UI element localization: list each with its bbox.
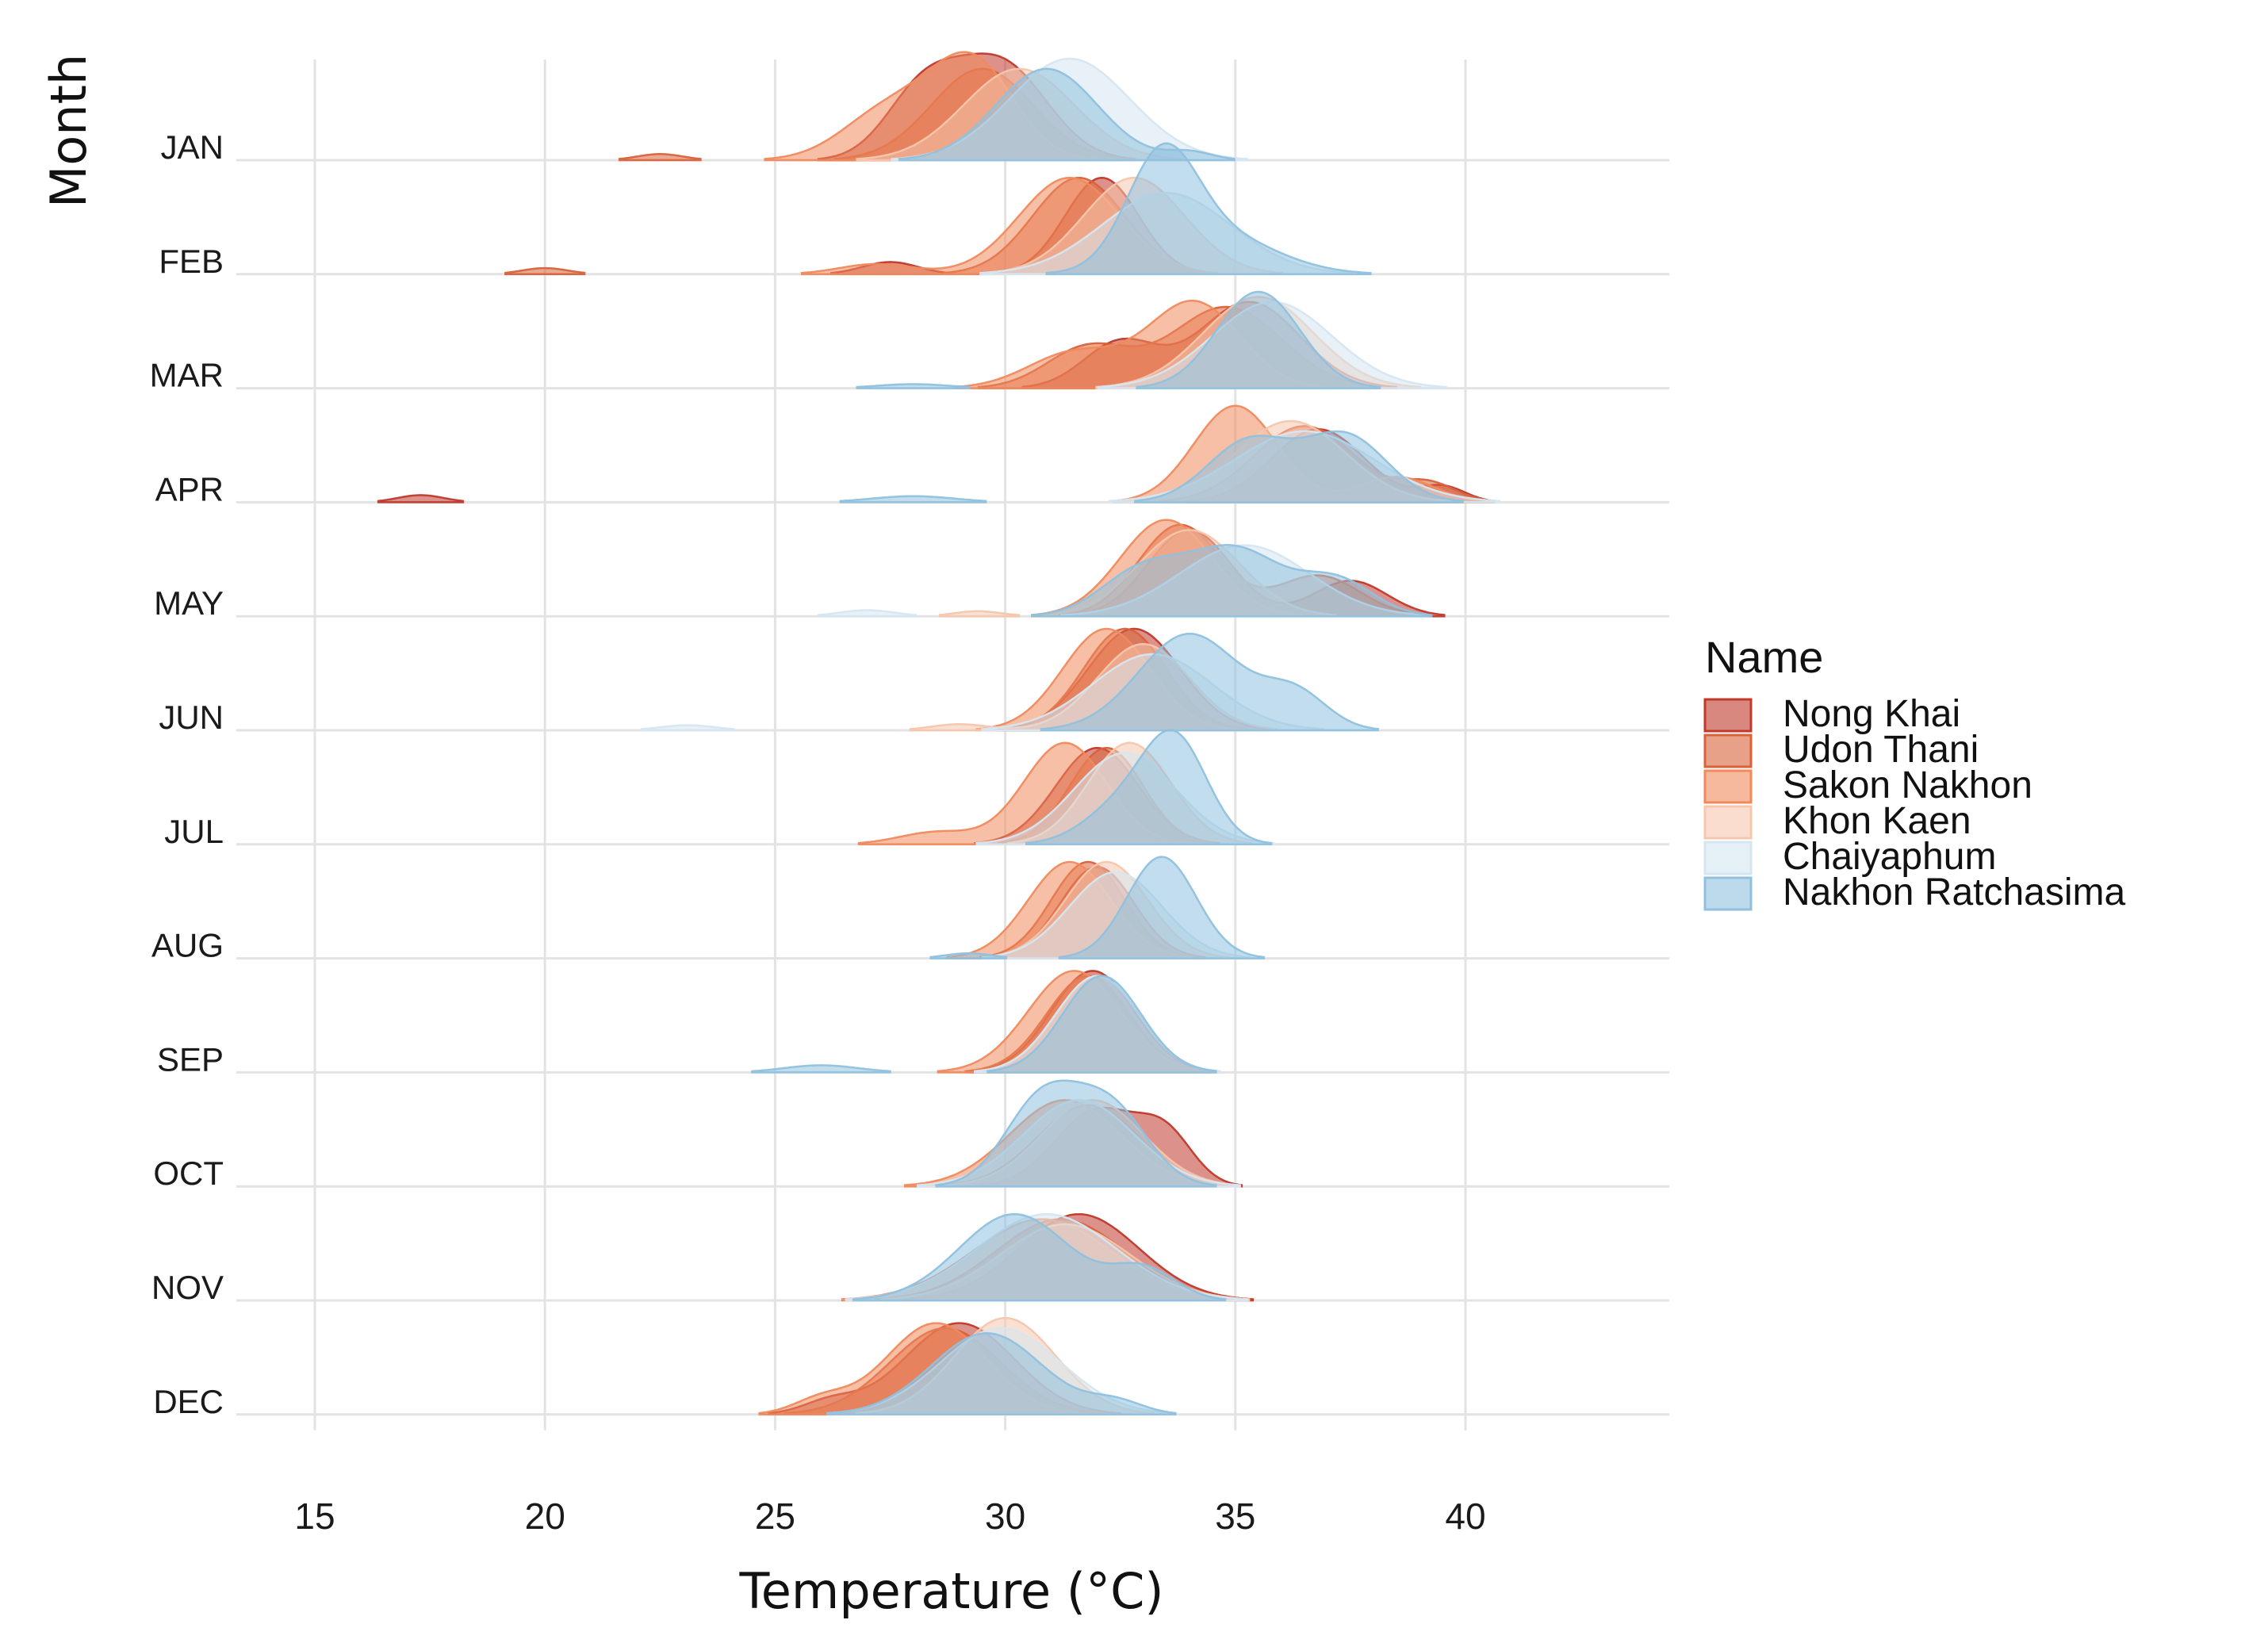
legend-swatch: [1703, 769, 1753, 804]
legend-label: Nong Khai: [1783, 693, 1960, 735]
legend-item: Sakon Nakhon: [1703, 764, 2032, 806]
density-khon-kaen-may: [938, 610, 1021, 618]
density-chaiyaphum-may: [817, 609, 918, 618]
month-label: NOV: [151, 1269, 224, 1306]
density-nakhon-ratchasima-sep: [987, 975, 1217, 1074]
x-tick-label: 20: [525, 1496, 565, 1537]
density-nakhon-ratchasima-mar: [1136, 290, 1381, 389]
month-label: JUN: [159, 699, 224, 736]
density-nakhon-ratchasima-jul: [1025, 729, 1273, 846]
legend-item: Chaiyaphum: [1703, 836, 1996, 878]
density-ridges: [377, 51, 1501, 1416]
month-label: FEB: [159, 243, 224, 280]
month-ridge-oct: [903, 1079, 1243, 1188]
density-nakhon-ratchasima-oct: [935, 1079, 1217, 1188]
x-tick-label: 35: [1215, 1496, 1255, 1537]
density-nakhon-ratchasima-jan: [898, 67, 1236, 162]
density-nakhon-ratchasima-sep: [751, 1064, 891, 1074]
month-label: APR: [155, 470, 224, 507]
legend-item: Udon Thani: [1703, 729, 1979, 771]
density-nakhon-ratchasima-aug: [1058, 856, 1266, 959]
x-axis-tick-labels: 15 20 25 30 35 40: [294, 1496, 1485, 1537]
month-ridge-may: [817, 519, 1446, 618]
legend-item: Khon Kaen: [1703, 800, 1971, 842]
legend-swatch: [1703, 698, 1753, 733]
grid: [236, 59, 1669, 1430]
month-ridge-jul: [857, 729, 1274, 846]
legend-label: Nakhon Ratchasima: [1783, 871, 2126, 913]
month-label: AUG: [151, 927, 224, 964]
month-label: JUL: [164, 813, 224, 850]
legend-label: Sakon Nakhon: [1783, 764, 2032, 806]
month-ridge-nov: [841, 1212, 1255, 1302]
month-label: MAY: [154, 584, 224, 622]
month-ridge-jan: [618, 51, 1249, 162]
month-ridge-mar: [856, 290, 1447, 389]
month-label: MAR: [150, 357, 224, 394]
legend-swatch: [1703, 841, 1753, 875]
density-nakhon-ratchasima-apr: [839, 495, 987, 504]
density-nakhon-ratchasima-nov: [852, 1212, 1227, 1302]
density-nakhon-ratchasima-feb: [1045, 142, 1372, 276]
month-label: JAN: [161, 128, 224, 166]
x-tick-label: 40: [1445, 1496, 1485, 1537]
month-ridge-sep: [751, 970, 1221, 1074]
legend-swatch: [1703, 876, 1753, 911]
month-ridge-apr: [377, 404, 1501, 504]
month-ridge-feb: [504, 142, 1372, 276]
legend-item: Nakhon Ratchasima: [1703, 871, 2126, 913]
y-axis-title: Month: [40, 54, 98, 208]
legend-label: Khon Kaen: [1783, 800, 1971, 842]
density-chaiyaphum-jun: [640, 724, 735, 732]
month-ridge-dec: [758, 1316, 1177, 1416]
month-ridge-jun: [640, 627, 1379, 732]
density-nakhon-ratchasima-apr: [1134, 430, 1464, 504]
x-tick-label: 30: [985, 1496, 1025, 1537]
density-udon-thani-feb: [504, 266, 586, 276]
x-tick-label: 25: [755, 1496, 795, 1537]
y-axis-tick-labels: JAN FEB MAR APR MAY JUN JUL AUG SEP OCT NOV DEC: [150, 128, 224, 1420]
density-nakhon-ratchasima-jun: [1040, 632, 1379, 732]
legend-label: Udon Thani: [1783, 729, 1979, 771]
legend-item: Nong Khai: [1703, 693, 1960, 735]
legend-label: Chaiyaphum: [1783, 836, 1996, 878]
month-ridge-aug: [929, 856, 1266, 959]
legend-title: Name: [1705, 632, 1823, 682]
legend-swatch: [1703, 805, 1753, 840]
density-nakhon-ratchasima-may: [1031, 544, 1433, 618]
month-label: OCT: [153, 1155, 224, 1192]
density-nong-khai-apr: [377, 494, 465, 504]
density-udon-thani-jan: [618, 153, 702, 162]
legend-swatch: [1703, 733, 1753, 768]
month-label: DEC: [153, 1383, 224, 1420]
month-label: SEP: [157, 1040, 224, 1078]
density-nakhon-ratchasima-dec: [826, 1332, 1177, 1416]
density-nakhon-ratchasima-aug: [929, 952, 1008, 959]
density-nakhon-ratchasima-mar: [856, 383, 971, 389]
x-tick-label: 15: [294, 1496, 335, 1537]
x-axis-title: Temperature (°C): [738, 1562, 1163, 1620]
